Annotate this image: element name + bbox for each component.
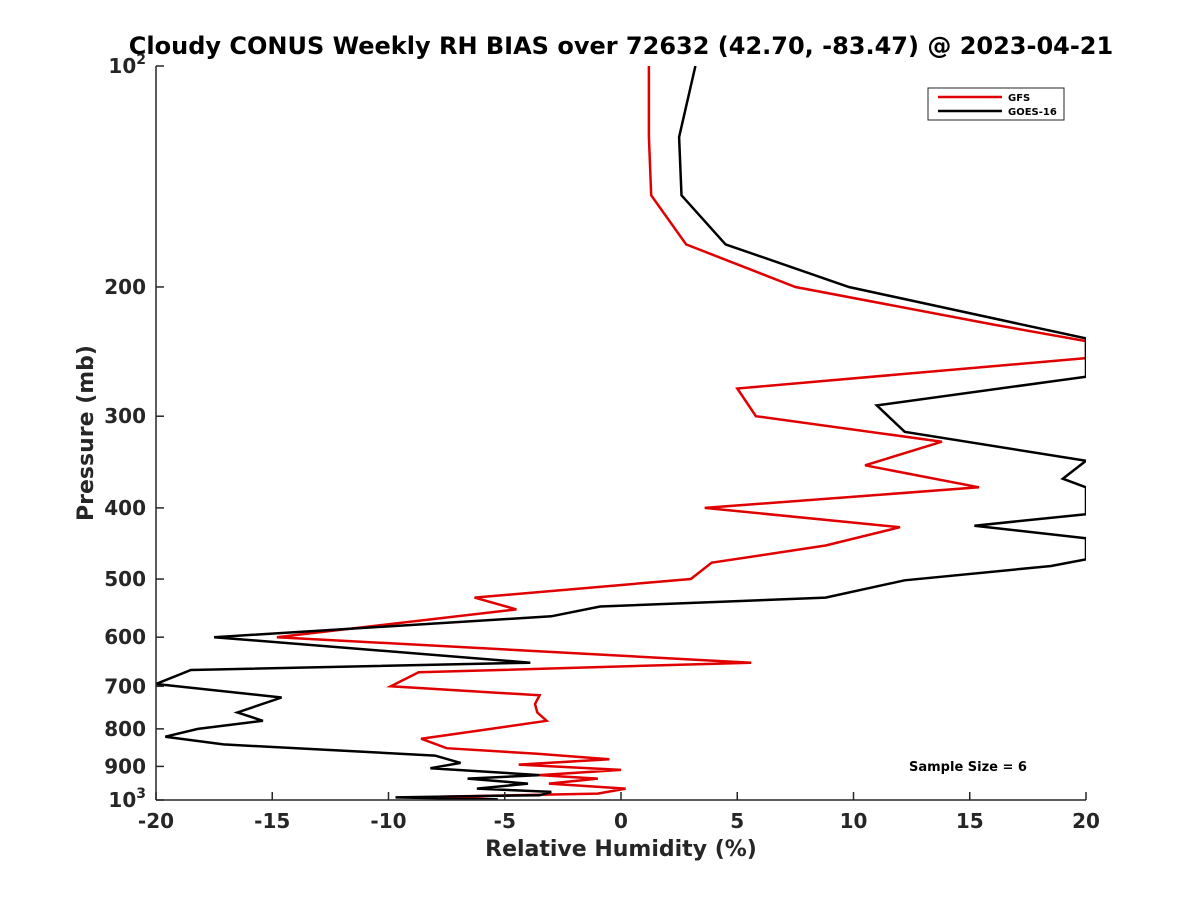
x-axis-label: Relative Humidity (%) <box>485 837 757 862</box>
y-tick-label: 400 <box>104 496 146 520</box>
y-tick-label: 600 <box>104 625 146 649</box>
axes <box>155 66 1086 801</box>
y-tick-label: 700 <box>104 674 146 698</box>
y-tick-label: 500 <box>104 567 146 591</box>
legend-label-goes-16: GOES-16 <box>1008 107 1057 118</box>
legend-box <box>927 87 1065 121</box>
x-tick-label: -10 <box>370 809 406 833</box>
x-tick-label: -5 <box>494 809 516 833</box>
y-tick-label: 300 <box>104 404 146 428</box>
x-tick-label: 0 <box>614 809 628 833</box>
y-ticks: 102 200 300 400 500 600 700 800 900 103 <box>104 52 164 812</box>
series-line-gfs <box>276 66 1086 800</box>
x-ticks: -20 -15 -10 -5 0 5 10 15 20 <box>138 792 1100 833</box>
chart-title: Cloudy CONUS Weekly RH BIAS over 72632 (… <box>129 32 1113 60</box>
y-tick-label: 103 <box>108 786 146 812</box>
legend: GFS GOES-16 <box>927 87 1065 121</box>
x-tick-label: 15 <box>956 809 984 833</box>
legend-label-gfs: GFS <box>1008 93 1030 104</box>
series-layer <box>156 66 1086 800</box>
x-tick-label: 5 <box>730 809 744 833</box>
y-tick-label: 102 <box>108 52 146 78</box>
y-tick-label: 200 <box>104 275 146 299</box>
series-line-goes-16 <box>156 66 1086 800</box>
x-tick-label: 20 <box>1072 809 1100 833</box>
sample-size-annotation: Sample Size = 6 <box>909 760 1027 775</box>
x-tick-label: 10 <box>840 809 868 833</box>
y-tick-label: 900 <box>104 754 146 778</box>
x-tick-label: -15 <box>254 809 290 833</box>
y-tick-label: 800 <box>104 717 146 741</box>
x-tick-label: -20 <box>138 809 174 833</box>
y-axis-label: Pressure (mb) <box>74 345 99 521</box>
